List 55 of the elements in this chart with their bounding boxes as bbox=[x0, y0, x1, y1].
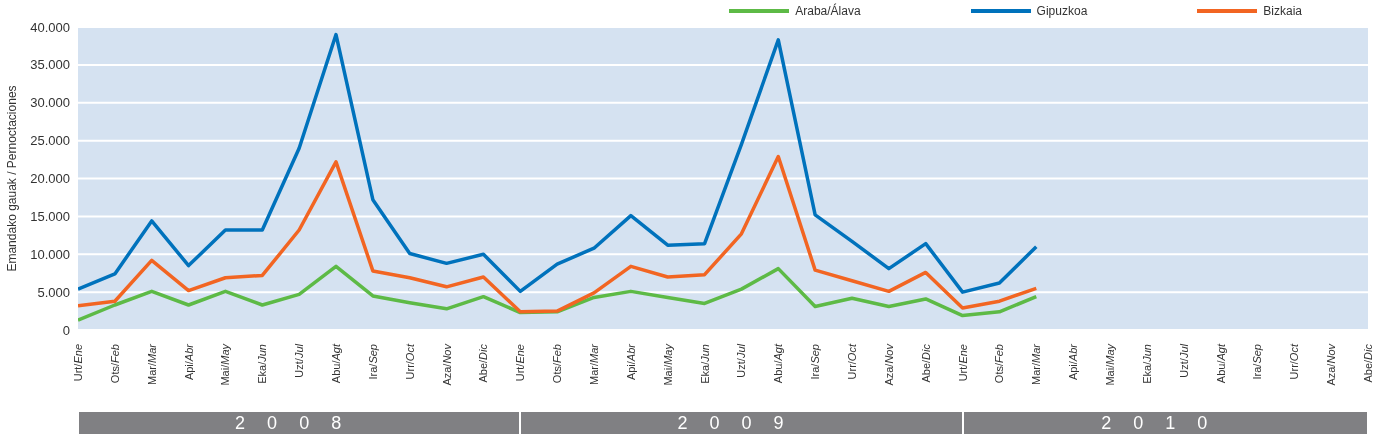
x-tick-label: Ots/Feb bbox=[993, 344, 1006, 384]
y-tick-label: 35.000 bbox=[30, 57, 70, 73]
x-tick-label: Ots/Feb bbox=[108, 344, 121, 384]
text: 2009 bbox=[521, 412, 962, 434]
x-tick-label: Abu/Agt bbox=[330, 343, 342, 384]
x-tick-label: Uzt/Jul bbox=[293, 343, 306, 378]
x-tick-label: Mai/May bbox=[219, 342, 232, 386]
x-tick-label: Abe/Dic bbox=[477, 343, 490, 383]
y-tick-label: 15.000 bbox=[30, 208, 70, 224]
x-tick-label: Api/Abr bbox=[182, 342, 195, 381]
x-tick-label: Urr/Oct bbox=[403, 343, 416, 380]
legend-label: Araba/Álava bbox=[795, 4, 861, 18]
x-tick-label: Abu/Agt bbox=[1214, 343, 1227, 384]
x-tick-label: Aza/Nov bbox=[440, 342, 453, 386]
text: 2008 bbox=[79, 412, 520, 434]
x-tick-label: Urr/Oct bbox=[1288, 343, 1301, 380]
x-tick-label: Ots/Feb bbox=[551, 344, 564, 384]
x-tick-label: Mai/May bbox=[1104, 342, 1116, 386]
y-tick-label: 5.000 bbox=[37, 284, 70, 300]
x-tick-label: Mar/Mar bbox=[588, 342, 600, 385]
x-tick-label: Api/Abr bbox=[1067, 342, 1080, 381]
x-tick-label: Mar/Mar bbox=[1030, 342, 1043, 385]
x-tick-label: Mar/Mar bbox=[145, 342, 158, 385]
line-series bbox=[78, 154, 1039, 314]
x-tick-label: Urr/Oct bbox=[846, 343, 858, 380]
y-tick-label: 25.000 bbox=[30, 133, 70, 149]
x-tick-label: Abu/Agt bbox=[772, 343, 785, 384]
line-series bbox=[78, 264, 1039, 322]
y-tick-label: 20.000 bbox=[30, 171, 70, 187]
legend-label: Gipuzkoa bbox=[1036, 4, 1088, 18]
x-tick-label: Aza/Nov bbox=[882, 342, 895, 386]
x-tick-label: Eka/Jun bbox=[256, 344, 269, 384]
line-series bbox=[78, 32, 1039, 294]
y-tick-label: 40.000 bbox=[30, 19, 70, 35]
x-tick-label: Abe/Dic bbox=[919, 343, 932, 383]
x-tick-label: Abe/Dic bbox=[1362, 343, 1374, 383]
x-tick-label: Urt/Ene bbox=[72, 344, 84, 382]
x-tick-label: Uzt/Jul bbox=[1177, 343, 1190, 378]
y-axis-title: Emandako gauak / Pernoctaciones bbox=[5, 85, 20, 272]
x-tick-label: Mai/May bbox=[661, 342, 674, 386]
x-tick-label: Ira/Sep bbox=[1251, 344, 1264, 380]
x-tick-label: Eka/Jun bbox=[698, 344, 711, 384]
x-tick-label: Eka/Jun bbox=[1140, 344, 1153, 384]
x-tick-label: Urt/Ene bbox=[956, 344, 969, 382]
legend-label: Bizkaia bbox=[1263, 4, 1302, 18]
x-tick-label: Ira/Sep bbox=[809, 344, 822, 380]
y-tick-label: 10.000 bbox=[30, 246, 70, 262]
y-tick-label: 30.000 bbox=[30, 95, 70, 111]
x-tick-label: Ira/Sep bbox=[366, 344, 379, 380]
x-tick-label: Urt/Ene bbox=[514, 344, 527, 382]
x-tick-label: Uzt/Jul bbox=[735, 343, 748, 378]
x-tick-label: Api/Abr bbox=[624, 342, 637, 381]
y-tick-label: 0 bbox=[62, 322, 70, 338]
text: 2010 bbox=[963, 412, 1367, 434]
x-tick-label: Aza/Nov bbox=[1325, 342, 1338, 386]
